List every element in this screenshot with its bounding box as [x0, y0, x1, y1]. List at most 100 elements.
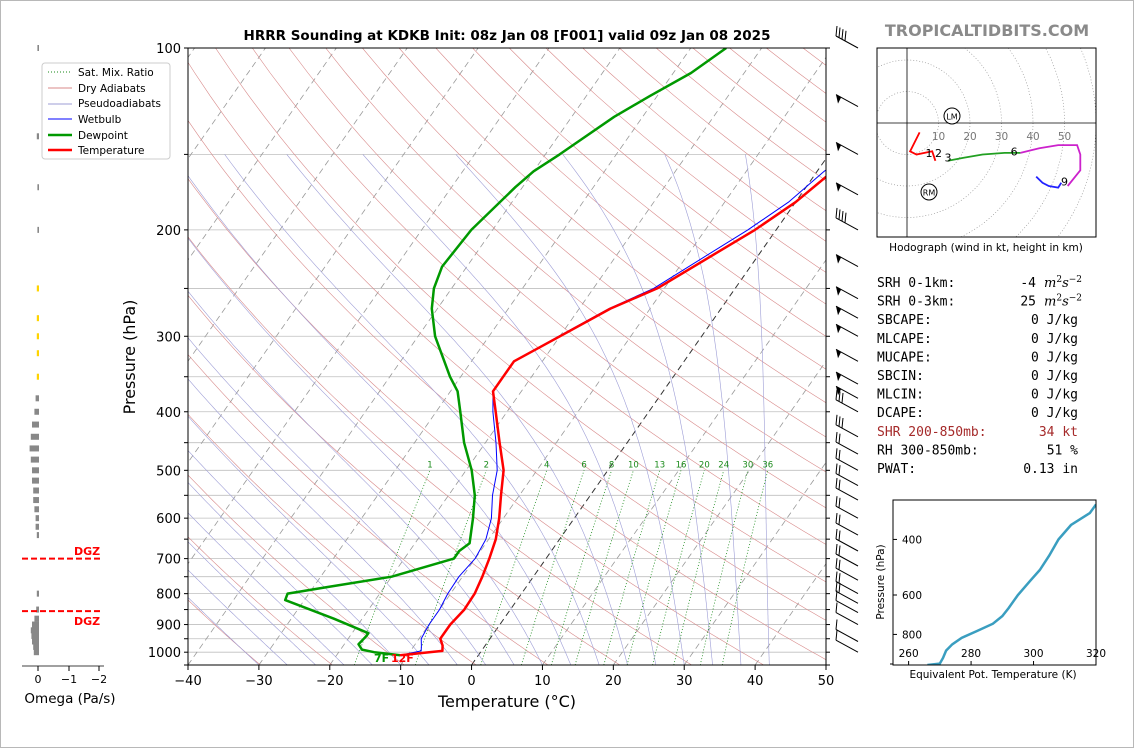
- param-name: DCAPE:: [877, 406, 924, 421]
- hodograph-blue-segment: [1035, 175, 1063, 189]
- param-unit: m2s−2: [1044, 294, 1082, 310]
- moist-adiabat: [188, 237, 543, 665]
- wind-barb: [835, 619, 859, 642]
- barb-shaft: [835, 487, 859, 501]
- moist-adiabat: [188, 378, 458, 665]
- legend-item: Wetbulb: [78, 114, 122, 126]
- skewt-background-lines: [188, 48, 826, 665]
- wind-barb: [835, 463, 859, 487]
- mixing-ratio-label: 13: [654, 460, 665, 470]
- x-tick-label: 10: [534, 674, 551, 689]
- wind-barb: [835, 602, 859, 626]
- barb-shaft: [835, 371, 859, 385]
- moist-adiabat: [286, 154, 628, 665]
- mixing-ratio-line: [603, 470, 661, 665]
- wind-barb: [835, 478, 859, 501]
- y-tick-label: 500: [156, 464, 181, 479]
- legend-item: Pseudoadiabats: [78, 98, 161, 110]
- omega-bar: [37, 226, 39, 233]
- wind-barb: [835, 182, 859, 196]
- y-tick-label: 800: [156, 588, 181, 603]
- barb-feather: [838, 416, 841, 427]
- omega-bar: [33, 497, 39, 504]
- param-name: RH 300-850mb:: [877, 443, 979, 458]
- barb-pennant: [836, 349, 841, 359]
- barb-feather: [838, 573, 841, 584]
- storm-motion-marker: [943, 107, 961, 125]
- mixing-ratio-line: [699, 470, 749, 665]
- barb-pennant: [836, 182, 841, 192]
- dgz-label-lower: DGZ: [74, 615, 100, 628]
- dry-adiabat: [188, 61, 826, 621]
- omega-bar: [34, 615, 39, 622]
- omega-bar: [29, 445, 39, 452]
- y-tick-label: 1000: [148, 646, 181, 661]
- barb-shaft: [835, 323, 859, 337]
- mixing-ratio-label: 1: [427, 460, 432, 470]
- dry-adiabat: [188, 536, 333, 665]
- barb-feather: [835, 630, 838, 641]
- param-value: 0 J/kg: [1031, 350, 1078, 365]
- isotherm: [683, 461, 826, 665]
- hodograph: 10 20 30 40 50 1 2 3 6 9 LM RM: [877, 48, 1096, 237]
- wind-barb: [835, 432, 859, 455]
- mixing-ratio-label: 2: [484, 460, 489, 470]
- omega-bar: [30, 433, 39, 440]
- wind-barb: [835, 414, 859, 438]
- wind-barb: [835, 389, 859, 413]
- x-tick-label: −40: [174, 674, 201, 689]
- dry-adiabat: [188, 474, 405, 665]
- hodograph-red-segment: [908, 131, 937, 162]
- barb-shaft: [835, 441, 859, 455]
- barb-feather: [841, 417, 844, 429]
- barb-shaft: [835, 286, 859, 300]
- legend-box: [41, 62, 171, 160]
- mixing-ratio-label: 6: [581, 460, 586, 470]
- wind-barb: [835, 543, 859, 567]
- barb-shaft: [835, 457, 859, 471]
- wind-barb: [835, 590, 859, 614]
- wind-barb: [835, 528, 859, 552]
- dry-adiabat: [188, 413, 477, 665]
- param-value: 0 J/kg: [1031, 332, 1078, 347]
- barb-feather: [838, 465, 841, 476]
- mixing-ratio-label: 10: [628, 460, 639, 470]
- param-value: -4: [1020, 276, 1036, 291]
- wind-barb: [835, 94, 859, 108]
- param-unit-part: −2: [1069, 275, 1082, 285]
- omega-bar: [36, 315, 39, 322]
- barb-shaft: [835, 567, 859, 581]
- wind-barb: [835, 207, 859, 231]
- param-unit-part: s: [1062, 276, 1069, 291]
- mixing-ratio-label: 4: [544, 460, 549, 470]
- barb-pennant: [836, 372, 841, 382]
- barb-feather: [838, 449, 841, 460]
- hodograph-height-label: 9: [1061, 175, 1068, 188]
- mixing-ratio-line: [480, 470, 548, 665]
- dry-adiabat: [288, 48, 826, 509]
- param-name: SBCIN:: [877, 369, 924, 384]
- param-unit-part: 2: [1056, 294, 1062, 304]
- barb-shaft: [835, 217, 859, 231]
- dry-adiabat: [188, 294, 621, 665]
- theta-y-tick-label: 800: [902, 629, 922, 641]
- wind-barb: [835, 630, 859, 653]
- x-tick-label: 50: [818, 674, 835, 689]
- barb-feather: [835, 496, 838, 507]
- y-tick-label: 200: [156, 224, 181, 239]
- barb-shaft: [835, 600, 859, 614]
- barb-shaft: [835, 141, 859, 155]
- barb-shaft: [835, 590, 859, 604]
- mixing-ratio-line: [673, 470, 725, 665]
- omega-bar: [36, 590, 39, 597]
- param-name: SRH 0-1km:: [877, 276, 955, 291]
- wind-barb: [835, 496, 859, 519]
- barb-pennant: [836, 142, 841, 152]
- isotherm: [542, 259, 826, 665]
- barb-feather: [838, 545, 841, 556]
- omega-bar: [36, 350, 39, 357]
- omega-bar: [36, 285, 39, 292]
- moist-adiabat: [188, 175, 572, 665]
- barb-pennant: [836, 386, 841, 396]
- x-tick-label: 20: [605, 674, 622, 689]
